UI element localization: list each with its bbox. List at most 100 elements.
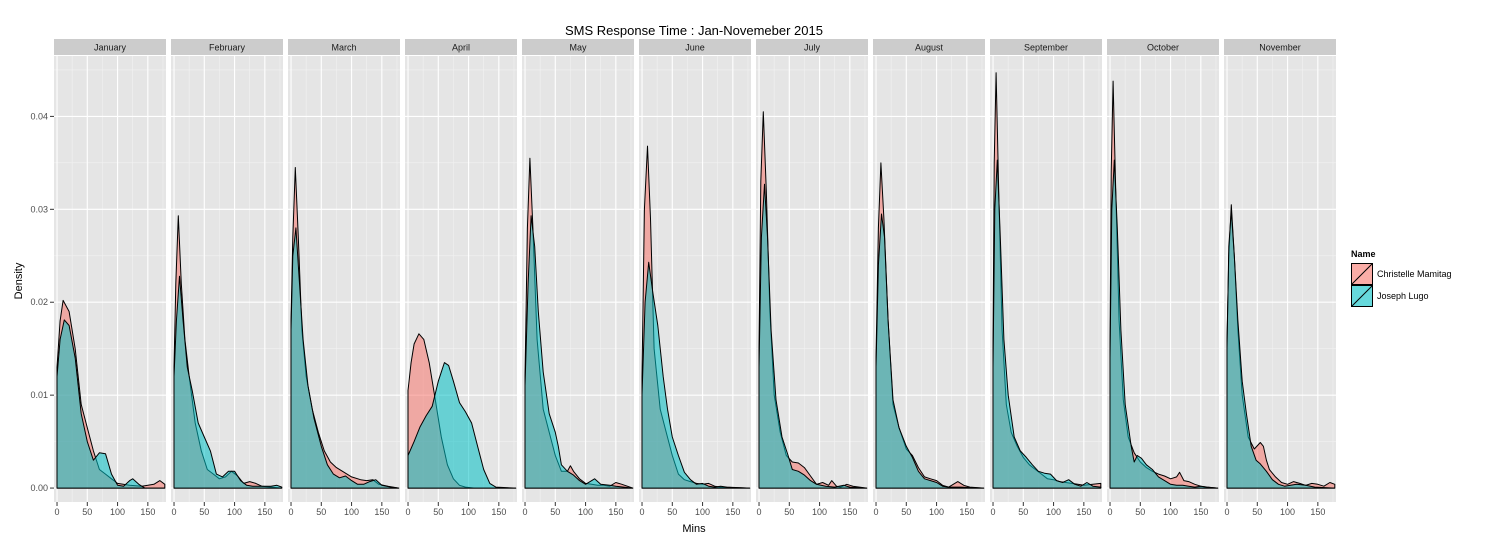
facet-strip-label: July [804, 43, 821, 53]
x-tick-label: 50 [1135, 507, 1145, 517]
legend: Name Christelle Mamitag Joseph Lugo [1351, 249, 1452, 307]
facet-panels: January 0 50 100 150 February 0 50 100 150 March 0 5… [54, 39, 1336, 517]
x-tick-label: 50 [199, 507, 209, 517]
legend-item-christelle: Christelle Mamitag [1351, 263, 1452, 285]
x-tick-label: 0 [406, 507, 411, 517]
facet-strip [1224, 39, 1336, 55]
x-tick-label: 50 [316, 507, 326, 517]
y-axis-label: Density [13, 262, 25, 299]
y-tick-label: 0.02 [30, 297, 48, 307]
x-axis-label: Mins [682, 523, 706, 535]
facet-strip [522, 39, 634, 55]
density-area-joseph-lugo [290, 227, 400, 489]
density-area-joseph-lugo [56, 319, 166, 489]
facet-panel-may: May 0 50 100 150 [522, 39, 634, 517]
facet-panel-november: November 0 50 100 150 [1224, 39, 1336, 517]
x-tick-label: 100 [695, 507, 710, 517]
x-tick-label: 100 [110, 507, 125, 517]
density-area-joseph-lugo [524, 215, 634, 489]
y-tick-label: 0.00 [30, 483, 48, 493]
density-area-joseph-lugo [407, 362, 517, 489]
legend-label-christelle: Christelle Mamitag [1377, 269, 1452, 279]
x-tick-label: 100 [461, 507, 476, 517]
x-tick-label: 150 [1193, 507, 1208, 517]
density-area-joseph-lugo [992, 159, 1102, 489]
x-tick-label: 150 [725, 507, 740, 517]
x-tick-label: 50 [667, 507, 677, 517]
x-tick-label: 50 [433, 507, 443, 517]
x-tick-label: 50 [1018, 507, 1028, 517]
facet-strip [873, 39, 985, 55]
facet-strip-label: May [569, 43, 587, 53]
legend-item-joseph: Joseph Lugo [1351, 285, 1452, 307]
legend-title: Name [1351, 249, 1376, 259]
facet-panel-april: April 0 50 100 150 [405, 39, 517, 517]
facet-panel-june: June 0 50 100 150 [639, 39, 751, 517]
x-tick-label: 0 [523, 507, 528, 517]
x-tick-label: 0 [1108, 507, 1113, 517]
facet-panel-october: October 0 50 100 150 [1107, 39, 1219, 517]
facet-strip-label: April [452, 43, 470, 53]
x-tick-label: 0 [55, 507, 60, 517]
x-tick-label: 150 [140, 507, 155, 517]
x-tick-label: 150 [959, 507, 974, 517]
facet-strip-label: January [94, 43, 127, 53]
density-area-joseph-lugo [1226, 210, 1336, 489]
facet-strip-label: October [1147, 43, 1179, 53]
x-tick-label: 150 [608, 507, 623, 517]
density-area-joseph-lugo [875, 213, 985, 489]
legend-key-joseph [1351, 285, 1373, 307]
density-area-joseph-lugo [1109, 159, 1219, 489]
x-tick-label: 100 [929, 507, 944, 517]
facet-panel-september: September 0 50 100 150 [990, 39, 1102, 517]
x-tick-label: 150 [257, 507, 272, 517]
x-tick-label: 50 [784, 507, 794, 517]
facet-panel-january: January 0 50 100 150 [54, 39, 166, 517]
facet-strip-label: September [1024, 43, 1068, 53]
density-area-joseph-lugo [758, 183, 868, 489]
facet-panel-august: August 0 50 100 150 [873, 39, 985, 517]
density-area-joseph-lugo [641, 261, 751, 489]
x-tick-label: 0 [757, 507, 762, 517]
facet-strip [405, 39, 517, 55]
facet-strip [990, 39, 1102, 55]
legend-label-joseph: Joseph Lugo [1377, 291, 1429, 301]
facet-strip [54, 39, 166, 55]
x-tick-label: 100 [227, 507, 242, 517]
facet-panel-july: July 0 50 100 150 [756, 39, 868, 517]
x-tick-label: 100 [1280, 507, 1295, 517]
y-axis-ticks: 0.00 0.01 0.02 0.03 0.04 [30, 111, 54, 493]
facet-panel-february: February 0 50 100 150 [171, 39, 283, 517]
x-tick-label: 150 [374, 507, 389, 517]
y-tick-label: 0.01 [30, 390, 48, 400]
x-tick-label: 0 [874, 507, 879, 517]
y-tick-label: 0.04 [30, 111, 48, 121]
facet-strip-label: August [915, 43, 944, 53]
facet-strip-label: November [1259, 43, 1301, 53]
x-tick-label: 0 [991, 507, 996, 517]
x-tick-label: 0 [289, 507, 294, 517]
x-tick-label: 150 [1076, 507, 1091, 517]
legend-key-christelle [1351, 263, 1373, 285]
x-tick-label: 50 [901, 507, 911, 517]
facet-strip [171, 39, 283, 55]
x-tick-label: 0 [172, 507, 177, 517]
x-tick-label: 100 [344, 507, 359, 517]
x-tick-label: 50 [1252, 507, 1262, 517]
x-tick-label: 0 [1225, 507, 1230, 517]
facet-panel-march: March 0 50 100 150 [288, 39, 400, 517]
density-area-joseph-lugo [173, 275, 283, 489]
facet-strip-label: February [209, 43, 246, 53]
x-tick-label: 100 [578, 507, 593, 517]
facet-strip [1107, 39, 1219, 55]
facet-strip [288, 39, 400, 55]
chart-title: SMS Response Time : Jan-Novemeber 2015 [565, 23, 823, 38]
facet-strip-label: March [331, 43, 356, 53]
x-tick-label: 0 [640, 507, 645, 517]
x-tick-label: 100 [1163, 507, 1178, 517]
y-tick-label: 0.03 [30, 204, 48, 214]
x-tick-label: 100 [812, 507, 827, 517]
x-tick-label: 100 [1046, 507, 1061, 517]
facet-strip-label: June [685, 43, 705, 53]
